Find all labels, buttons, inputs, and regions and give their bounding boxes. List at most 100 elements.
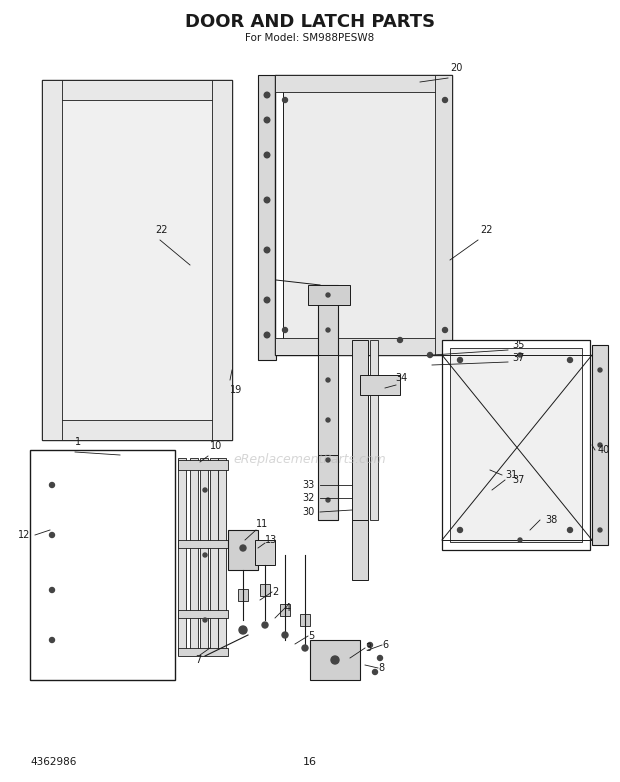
Text: 3: 3 xyxy=(365,643,371,653)
Text: DOOR AND LATCH PARTS: DOOR AND LATCH PARTS xyxy=(185,13,435,31)
Circle shape xyxy=(458,528,463,533)
Circle shape xyxy=(331,656,339,664)
Polygon shape xyxy=(228,530,258,570)
Circle shape xyxy=(326,328,330,332)
Polygon shape xyxy=(360,375,400,395)
Polygon shape xyxy=(178,460,228,470)
Circle shape xyxy=(598,368,602,372)
Text: 10: 10 xyxy=(210,441,222,451)
Text: 33: 33 xyxy=(303,480,315,490)
Circle shape xyxy=(598,528,602,532)
Polygon shape xyxy=(178,610,228,618)
Polygon shape xyxy=(218,458,226,655)
Polygon shape xyxy=(210,458,218,655)
Polygon shape xyxy=(190,458,198,655)
Polygon shape xyxy=(280,604,290,616)
Circle shape xyxy=(203,553,207,557)
Circle shape xyxy=(428,353,433,357)
Circle shape xyxy=(264,152,270,158)
Polygon shape xyxy=(255,540,275,565)
Polygon shape xyxy=(30,450,175,680)
Polygon shape xyxy=(178,458,186,655)
Circle shape xyxy=(518,538,522,542)
Polygon shape xyxy=(42,420,232,440)
Polygon shape xyxy=(178,648,228,656)
Circle shape xyxy=(240,545,246,551)
Polygon shape xyxy=(275,75,452,92)
Circle shape xyxy=(373,669,378,675)
Text: 8: 8 xyxy=(378,663,384,673)
Circle shape xyxy=(378,655,383,661)
Circle shape xyxy=(567,357,572,363)
Circle shape xyxy=(326,498,330,502)
Circle shape xyxy=(239,626,247,634)
Polygon shape xyxy=(318,285,338,520)
Circle shape xyxy=(397,338,402,343)
Polygon shape xyxy=(370,340,378,520)
Circle shape xyxy=(50,533,55,537)
Text: 20: 20 xyxy=(450,63,463,73)
Circle shape xyxy=(518,353,522,357)
Text: 11: 11 xyxy=(256,519,268,529)
Polygon shape xyxy=(442,340,590,550)
Polygon shape xyxy=(42,80,232,440)
Polygon shape xyxy=(592,345,608,545)
Polygon shape xyxy=(283,83,444,347)
Polygon shape xyxy=(238,589,248,601)
Polygon shape xyxy=(260,584,270,596)
Polygon shape xyxy=(258,75,276,360)
Polygon shape xyxy=(42,80,62,440)
Text: 7: 7 xyxy=(195,655,202,665)
Polygon shape xyxy=(352,520,368,580)
Text: 37: 37 xyxy=(512,475,525,485)
Circle shape xyxy=(264,197,270,203)
Circle shape xyxy=(368,643,373,647)
Text: 4362986: 4362986 xyxy=(30,757,76,767)
Circle shape xyxy=(282,632,288,638)
Text: 30: 30 xyxy=(303,507,315,517)
Text: 32: 32 xyxy=(303,493,315,503)
Text: 31: 31 xyxy=(505,470,517,480)
Text: 19: 19 xyxy=(230,385,242,395)
Circle shape xyxy=(203,618,207,622)
Polygon shape xyxy=(212,80,232,440)
Polygon shape xyxy=(275,75,452,355)
Circle shape xyxy=(443,98,448,102)
Circle shape xyxy=(50,637,55,643)
Text: 40: 40 xyxy=(598,445,610,455)
Polygon shape xyxy=(308,285,350,305)
Circle shape xyxy=(264,247,270,253)
Text: 13: 13 xyxy=(265,535,277,545)
Text: 22: 22 xyxy=(480,225,492,235)
Circle shape xyxy=(264,297,270,303)
Text: eReplacementParts.com: eReplacementParts.com xyxy=(234,454,386,467)
Circle shape xyxy=(458,357,463,363)
Text: 38: 38 xyxy=(545,515,557,525)
Polygon shape xyxy=(352,340,368,520)
Circle shape xyxy=(598,443,602,447)
Circle shape xyxy=(326,418,330,422)
Text: 34: 34 xyxy=(395,373,407,383)
Polygon shape xyxy=(50,88,224,432)
Polygon shape xyxy=(178,540,228,548)
Circle shape xyxy=(326,293,330,297)
Circle shape xyxy=(262,622,268,628)
Text: 22: 22 xyxy=(155,225,167,235)
Text: 35: 35 xyxy=(512,340,525,350)
Polygon shape xyxy=(42,80,232,100)
Text: 12: 12 xyxy=(17,530,30,540)
Polygon shape xyxy=(450,348,582,542)
Text: 1: 1 xyxy=(75,437,81,447)
Circle shape xyxy=(203,488,207,492)
Circle shape xyxy=(264,332,270,338)
Circle shape xyxy=(264,92,270,98)
Circle shape xyxy=(326,378,330,382)
Circle shape xyxy=(50,587,55,593)
Polygon shape xyxy=(200,458,208,655)
Circle shape xyxy=(264,117,270,123)
Circle shape xyxy=(302,645,308,651)
Polygon shape xyxy=(310,640,360,680)
Text: 6: 6 xyxy=(382,640,388,650)
Text: 2: 2 xyxy=(272,587,278,597)
Text: 37: 37 xyxy=(512,353,525,363)
